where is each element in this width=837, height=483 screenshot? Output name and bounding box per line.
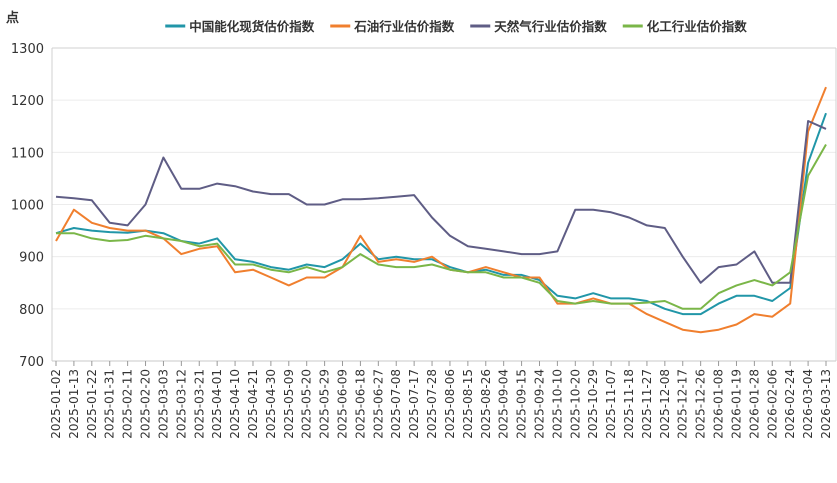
y-axis-ticks: 700 800 900 1000 1100 1200 1300 (11, 42, 44, 370)
x-tick-label: 2025-06-09 (336, 369, 350, 439)
series-line-1 (55, 112, 827, 316)
x-tick-label: 2025-10-10 (550, 369, 564, 439)
x-tick-label: 2025-04-01 (210, 369, 224, 439)
y-tick-label: 800 (19, 303, 44, 318)
legend-label-2: 石油行业估价指数 (353, 19, 455, 34)
x-tick-label: 2025-01-22 (85, 369, 99, 439)
series-line-3 (55, 120, 827, 284)
axes (51, 47, 837, 361)
x-tick-label: 2025-02-11 (121, 369, 135, 439)
x-tick-label: 2025-04-30 (264, 369, 278, 439)
series-line-4 (56, 144, 827, 310)
series-lines (55, 86, 827, 334)
x-tick-label: 2025-08-06 (443, 369, 457, 439)
y-tick-label: 1300 (11, 42, 44, 57)
series-line-2 (55, 86, 827, 334)
x-tick-label: 2025-10-20 (568, 369, 582, 439)
x-tick-label: 2025-07-17 (407, 369, 421, 439)
y-axis-unit-label: 点 (6, 10, 19, 26)
x-tick-label: 2026-03-13 (819, 369, 833, 439)
x-tick-label: 2025-07-08 (389, 369, 403, 439)
x-tick-label: 2025-09-24 (532, 369, 546, 439)
x-tick-label: 2026-01-28 (747, 369, 761, 439)
x-tick-label: 2025-02-20 (139, 369, 153, 439)
x-tick-label: 2025-05-09 (282, 369, 296, 439)
x-tick-label: 2026-03-04 (801, 369, 815, 439)
x-tick-label: 2025-11-07 (604, 369, 618, 439)
y-tick-label: 1100 (11, 146, 44, 161)
x-tick-label: 2025-09-04 (497, 369, 511, 439)
x-tick-label: 2025-11-27 (640, 369, 654, 439)
legend-label-1: 中国能化现货估价指数 (189, 19, 315, 34)
y-tick-label: 1000 (11, 199, 44, 214)
x-tick-label: 2025-07-28 (425, 369, 439, 439)
x-tick-label: 2025-12-26 (694, 369, 708, 439)
x-tick-label: 2025-09-15 (515, 369, 529, 439)
x-tick-label: 2025-05-29 (318, 369, 332, 439)
y-tick-label: 900 (19, 251, 44, 266)
x-tick-label: 2025-12-17 (676, 369, 690, 439)
x-tick-label: 2025-03-03 (156, 369, 170, 439)
x-tick-label: 2025-04-21 (246, 369, 260, 439)
x-tick-label: 2025-10-29 (586, 369, 600, 439)
x-tick-label: 2025-05-20 (300, 369, 314, 439)
x-tick-label: 2025-06-27 (371, 369, 385, 439)
x-tick-label: 2025-04-10 (228, 369, 242, 439)
x-tick-label: 2025-03-21 (192, 369, 206, 439)
legend-label-3: 天然气行业估价指数 (494, 19, 607, 34)
x-tick-label: 2025-06-18 (353, 369, 367, 439)
x-tick-label: 2026-02-24 (783, 369, 797, 439)
y-tick-label: 1200 (11, 94, 44, 109)
x-tick-label: 2026-01-08 (712, 369, 726, 439)
x-tick-label: 2025-01-02 (49, 369, 63, 439)
x-tick-label: 2025-11-18 (622, 369, 636, 439)
x-tick-label: 2026-01-19 (729, 369, 743, 439)
x-tick-label: 2025-08-26 (479, 369, 493, 439)
x-tick-label: 2026-02-06 (765, 369, 779, 439)
x-tick-label: 2025-03-12 (174, 369, 188, 439)
x-tick-label: 2025-08-15 (461, 369, 475, 439)
x-axis-ticks: 2025-01-02 2025-01-13 2025-01-22 2025-01-31… (49, 361, 833, 439)
x-tick-label: 2025-12-08 (658, 369, 672, 439)
gridlines (52, 47, 836, 362)
legend: 中国能化现货估价指数 石油行业估价指数 天然气行业估价指数 化工行业估价指数 (165, 19, 747, 34)
x-tick-label: 2025-01-31 (103, 369, 117, 439)
legend-label-4: 化工行业估价指数 (647, 19, 748, 34)
x-tick-label: 2025-01-13 (67, 369, 81, 439)
y-tick-label: 700 (19, 355, 44, 370)
